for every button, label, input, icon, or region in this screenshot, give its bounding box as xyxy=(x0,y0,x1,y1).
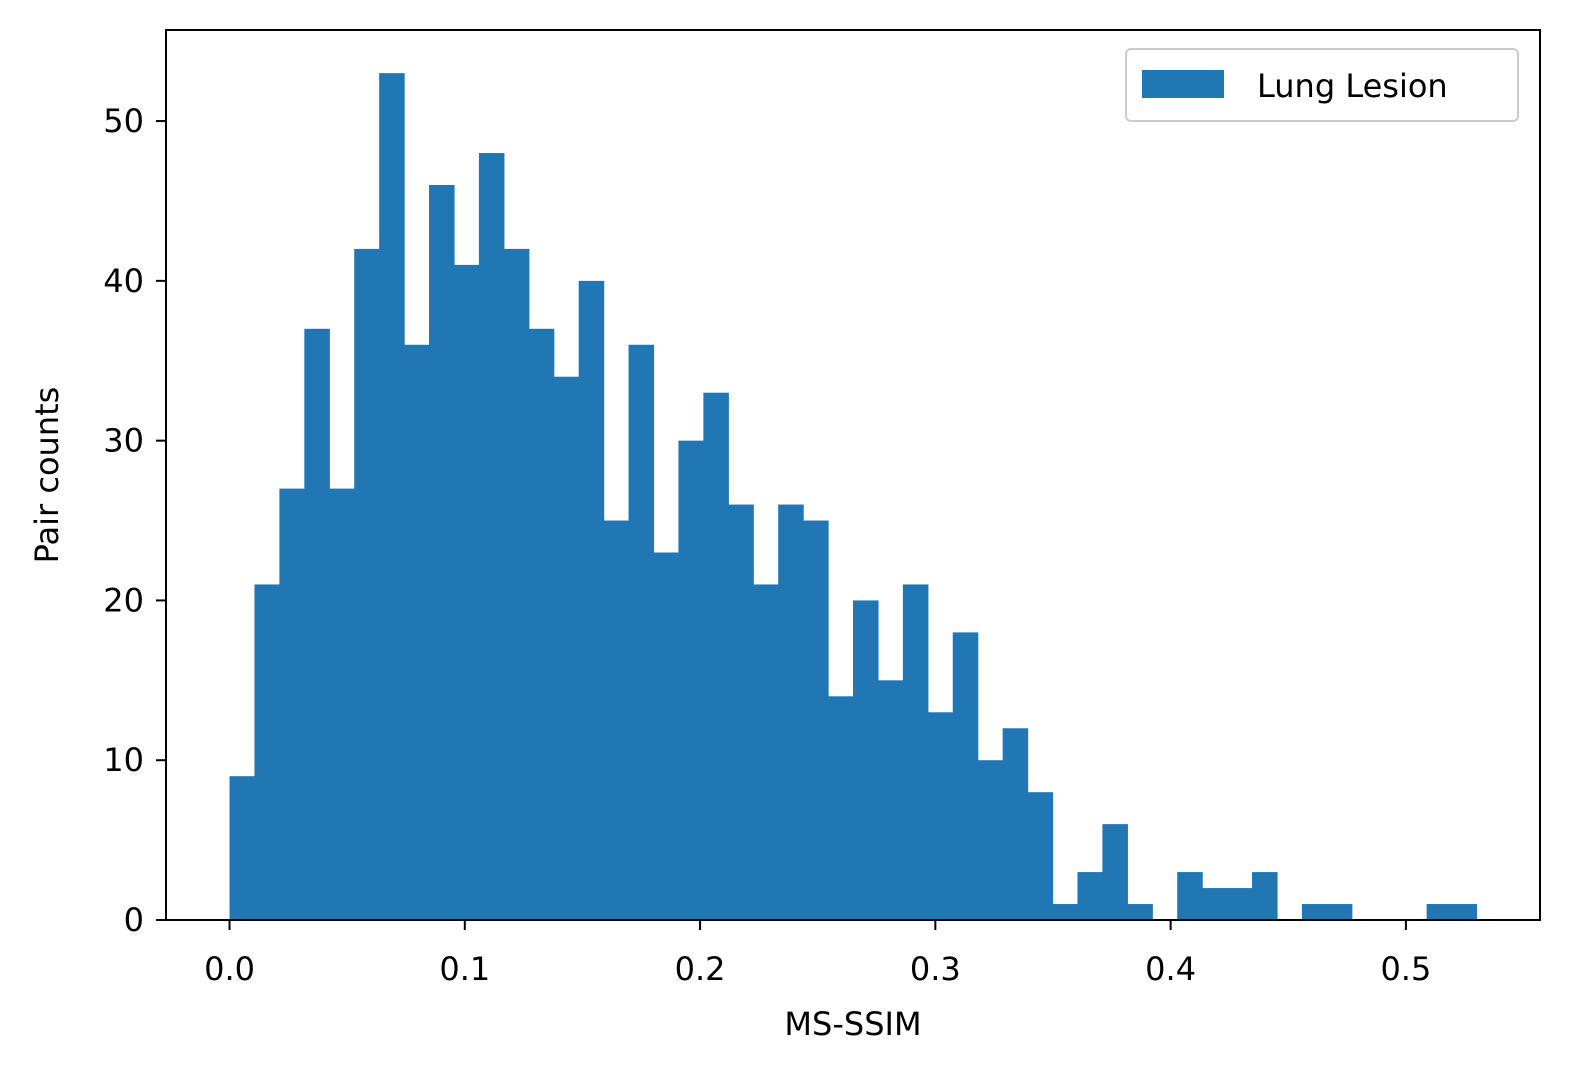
bars-group xyxy=(229,73,1478,920)
y-axis-ticks: 0 10 20 30 40 50 xyxy=(103,102,166,939)
x-axis-ticks: 0.0 0.1 0.2 0.3 0.4 0.5 xyxy=(204,920,1431,988)
histogram-bar xyxy=(927,712,954,920)
y-tick-label: 0 xyxy=(124,901,144,939)
histogram-bar xyxy=(1102,824,1128,920)
x-tick-label: 0.2 xyxy=(675,950,726,988)
x-tick-label: 0.5 xyxy=(1380,950,1431,988)
histogram-bar xyxy=(703,392,729,920)
y-tick-label: 10 xyxy=(103,741,144,779)
histogram-bar xyxy=(653,552,680,920)
histogram-bar xyxy=(1002,728,1029,920)
histogram-bar xyxy=(553,376,580,920)
histogram-bar xyxy=(528,328,555,920)
y-tick-label: 50 xyxy=(103,102,144,140)
histogram-bar xyxy=(1326,904,1353,920)
histogram-bar xyxy=(753,584,779,920)
histogram-bar xyxy=(678,440,704,920)
histogram-bar xyxy=(229,776,256,920)
histogram-bar xyxy=(778,504,804,920)
y-tick-label: 20 xyxy=(103,581,144,619)
histogram-bar xyxy=(304,328,330,920)
histogram-bar xyxy=(728,504,754,920)
histogram-bar xyxy=(1252,872,1278,920)
plot-frame xyxy=(165,29,1541,921)
histogram-bar xyxy=(503,248,530,920)
histogram-bar xyxy=(1202,888,1228,920)
histogram-bar xyxy=(329,488,355,920)
histogram-bar xyxy=(453,264,480,920)
y-tick-label: 30 xyxy=(103,422,144,460)
histogram-bar xyxy=(1451,904,1478,920)
legend: Lung Lesion xyxy=(1125,48,1519,122)
x-tick-label: 0.1 xyxy=(439,950,490,988)
histogram-bar xyxy=(478,153,505,920)
histogram-bar xyxy=(902,584,929,920)
histogram-bar xyxy=(803,520,829,920)
histogram-bar xyxy=(404,344,430,920)
histogram-bar xyxy=(628,344,655,920)
x-tick-label: 0.3 xyxy=(910,950,961,988)
histogram-bar xyxy=(1301,904,1328,920)
legend-box xyxy=(1125,48,1519,122)
histogram-bar xyxy=(1426,904,1453,920)
histogram-bar xyxy=(877,680,904,920)
histogram-bar xyxy=(429,184,455,920)
histogram-bar xyxy=(1177,872,1203,920)
histogram-bar xyxy=(1077,872,1103,920)
histogram-bar xyxy=(1027,792,1054,920)
histogram-bar xyxy=(379,73,405,920)
x-tick-label: 0.0 xyxy=(204,950,255,988)
histogram-bar xyxy=(853,600,879,920)
histogram-bar xyxy=(1127,904,1153,920)
histogram-bar xyxy=(952,632,979,920)
histogram-bar xyxy=(977,760,1004,920)
histogram-bar xyxy=(1052,904,1079,920)
x-axis-label: MS-SSIM xyxy=(784,1005,921,1043)
histogram-bar xyxy=(578,280,605,920)
histogram-bar xyxy=(1227,888,1253,920)
legend-swatch xyxy=(1142,70,1224,98)
y-tick-label: 40 xyxy=(103,262,144,300)
x-tick-label: 0.4 xyxy=(1145,950,1196,988)
y-axis-label: Pair counts xyxy=(28,387,66,564)
histogram-bar xyxy=(254,584,281,920)
histogram-bar xyxy=(279,488,305,920)
histogram-bar xyxy=(828,696,854,920)
histogram-bar xyxy=(354,248,380,920)
histogram-bar xyxy=(603,520,630,920)
legend-label: Lung Lesion xyxy=(1257,67,1448,105)
